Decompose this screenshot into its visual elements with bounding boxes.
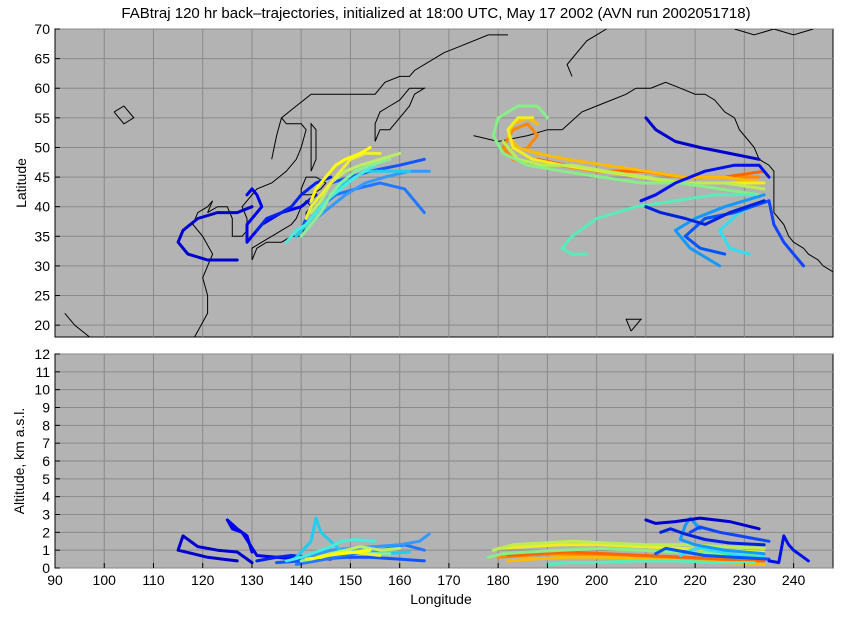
altitude-trajectory-line xyxy=(486,546,761,559)
coastline xyxy=(271,117,282,160)
coastline xyxy=(113,105,135,125)
map-y-tick-label: 40 xyxy=(34,199,50,215)
altitude-trajectory-line xyxy=(225,518,318,563)
altitude-y-tick-label: 5 xyxy=(42,471,50,487)
map-trajectory-line xyxy=(560,193,756,256)
map-trajectory-line xyxy=(683,199,771,256)
x-tick-label: 100 xyxy=(93,572,117,588)
map-y-tick-label: 35 xyxy=(34,228,50,244)
x-tick-label: 220 xyxy=(683,572,707,588)
map-y-tick-label: 25 xyxy=(34,288,50,304)
altitude-trajectory-line xyxy=(545,559,756,566)
map-trajectory-line xyxy=(491,104,761,197)
x-tick-label: 120 xyxy=(191,572,215,588)
map-y-tick-label: 65 xyxy=(34,51,50,67)
altitude-trajectory-line xyxy=(767,534,810,565)
coastline xyxy=(561,81,833,273)
map-trajectory-line xyxy=(245,187,318,244)
map-y-tick-label: 70 xyxy=(34,21,50,37)
altitude-trajectory-line xyxy=(659,527,766,547)
x-tick-label: 240 xyxy=(782,572,806,588)
chart-title: FABtraj 120 hr back–trajectories, initia… xyxy=(121,5,750,22)
x-tick-label: 90 xyxy=(47,572,63,588)
altitude-y-tick-label: 4 xyxy=(42,489,50,505)
altitude-trajectory-line xyxy=(309,548,372,561)
map-gridlines xyxy=(55,28,833,337)
map-trajectory-line xyxy=(767,199,805,268)
map-trajectory-line xyxy=(639,163,771,203)
altitude-y-tick-label: 3 xyxy=(42,507,50,523)
coastline xyxy=(734,29,814,36)
x-tick-label: 130 xyxy=(240,572,264,588)
coastline xyxy=(473,129,563,143)
coastline xyxy=(625,318,643,332)
altitude-y-tick-label: 7 xyxy=(42,435,50,451)
altitude-y-tick-label: 2 xyxy=(42,524,50,540)
map-trajectory-line xyxy=(309,151,402,215)
x-tick-label: 190 xyxy=(536,572,560,588)
x-tick-label: 150 xyxy=(339,572,363,588)
map-trajectory-line xyxy=(176,205,254,262)
altitude-trajectory-line xyxy=(644,516,761,531)
x-tick-label: 210 xyxy=(634,572,658,588)
x-tick-label: 200 xyxy=(585,572,609,588)
map-trajectory-line xyxy=(255,175,333,232)
map-y-tick-label: 55 xyxy=(34,110,50,126)
altitude-x-tick-labels: 90 100 110 120 130 140 150 160 170 180 190 200 210 22… xyxy=(47,563,806,588)
altitude-trajectory-line xyxy=(506,550,766,563)
altitude-y-tick-label: 10 xyxy=(34,382,50,398)
map-panel: 20 25 30 35 40 45 50 55 60 65 70 Latitude xyxy=(13,21,834,338)
x-tick-label: 180 xyxy=(486,572,510,588)
altitude-y-tick-label: 9 xyxy=(42,400,50,416)
map-trajectory-line xyxy=(644,199,766,226)
coastline xyxy=(566,29,607,77)
map-trajectory-line xyxy=(284,163,377,244)
coastline xyxy=(207,34,508,237)
altitude-y-tick-label: 12 xyxy=(34,346,50,362)
map-y-tick-label: 20 xyxy=(34,317,50,333)
map-y-axis-label: Latitude xyxy=(13,158,29,208)
map-trajectory-line xyxy=(309,146,372,203)
x-tick-label: 170 xyxy=(437,572,461,588)
x-tick-label: 160 xyxy=(388,572,412,588)
coastlines xyxy=(64,29,833,337)
map-y-tick-label: 60 xyxy=(34,80,50,96)
map-y-tick-label: 45 xyxy=(34,169,50,185)
map-trajectory-line xyxy=(304,151,382,220)
coastline xyxy=(64,312,90,337)
altitude-y-tick-label: 6 xyxy=(42,453,50,469)
altitude-trajectory-line xyxy=(654,546,771,561)
map-trajectory-line xyxy=(501,140,766,191)
altitude-gridlines xyxy=(55,353,833,569)
map-y-tick-labels: 20 25 30 35 40 45 50 55 60 65 70 xyxy=(34,21,60,333)
altitude-trajectory-line xyxy=(284,538,377,563)
x-axis-label: Longitude xyxy=(410,591,472,607)
altitude-trajectories xyxy=(176,516,810,566)
altitude-y-tick-label: 11 xyxy=(35,364,50,380)
coastline xyxy=(310,122,317,172)
map-trajectory-line xyxy=(644,116,761,161)
x-tick-label: 110 xyxy=(142,572,165,588)
altitude-y-tick-label: 0 xyxy=(42,560,50,576)
altitude-y-tick-label: 8 xyxy=(42,417,50,433)
altitude-trajectory-line xyxy=(176,534,254,565)
coastline xyxy=(192,200,214,337)
map-trajectory-line xyxy=(299,157,392,238)
altitude-y-tick-label: 1 xyxy=(42,542,50,558)
x-tick-label: 230 xyxy=(733,572,757,588)
map-y-tick-label: 30 xyxy=(34,258,50,274)
x-tick-label: 140 xyxy=(290,572,314,588)
altitude-trajectory-line xyxy=(688,525,771,543)
map-y-tick-label: 50 xyxy=(34,139,50,155)
altitude-y-axis-label: Altitude, km a.s.l. xyxy=(11,408,27,515)
coastline xyxy=(374,87,427,142)
altitude-trajectory-line xyxy=(491,539,766,552)
map-trajectory-line xyxy=(673,193,766,268)
map-trajectories xyxy=(176,104,805,268)
